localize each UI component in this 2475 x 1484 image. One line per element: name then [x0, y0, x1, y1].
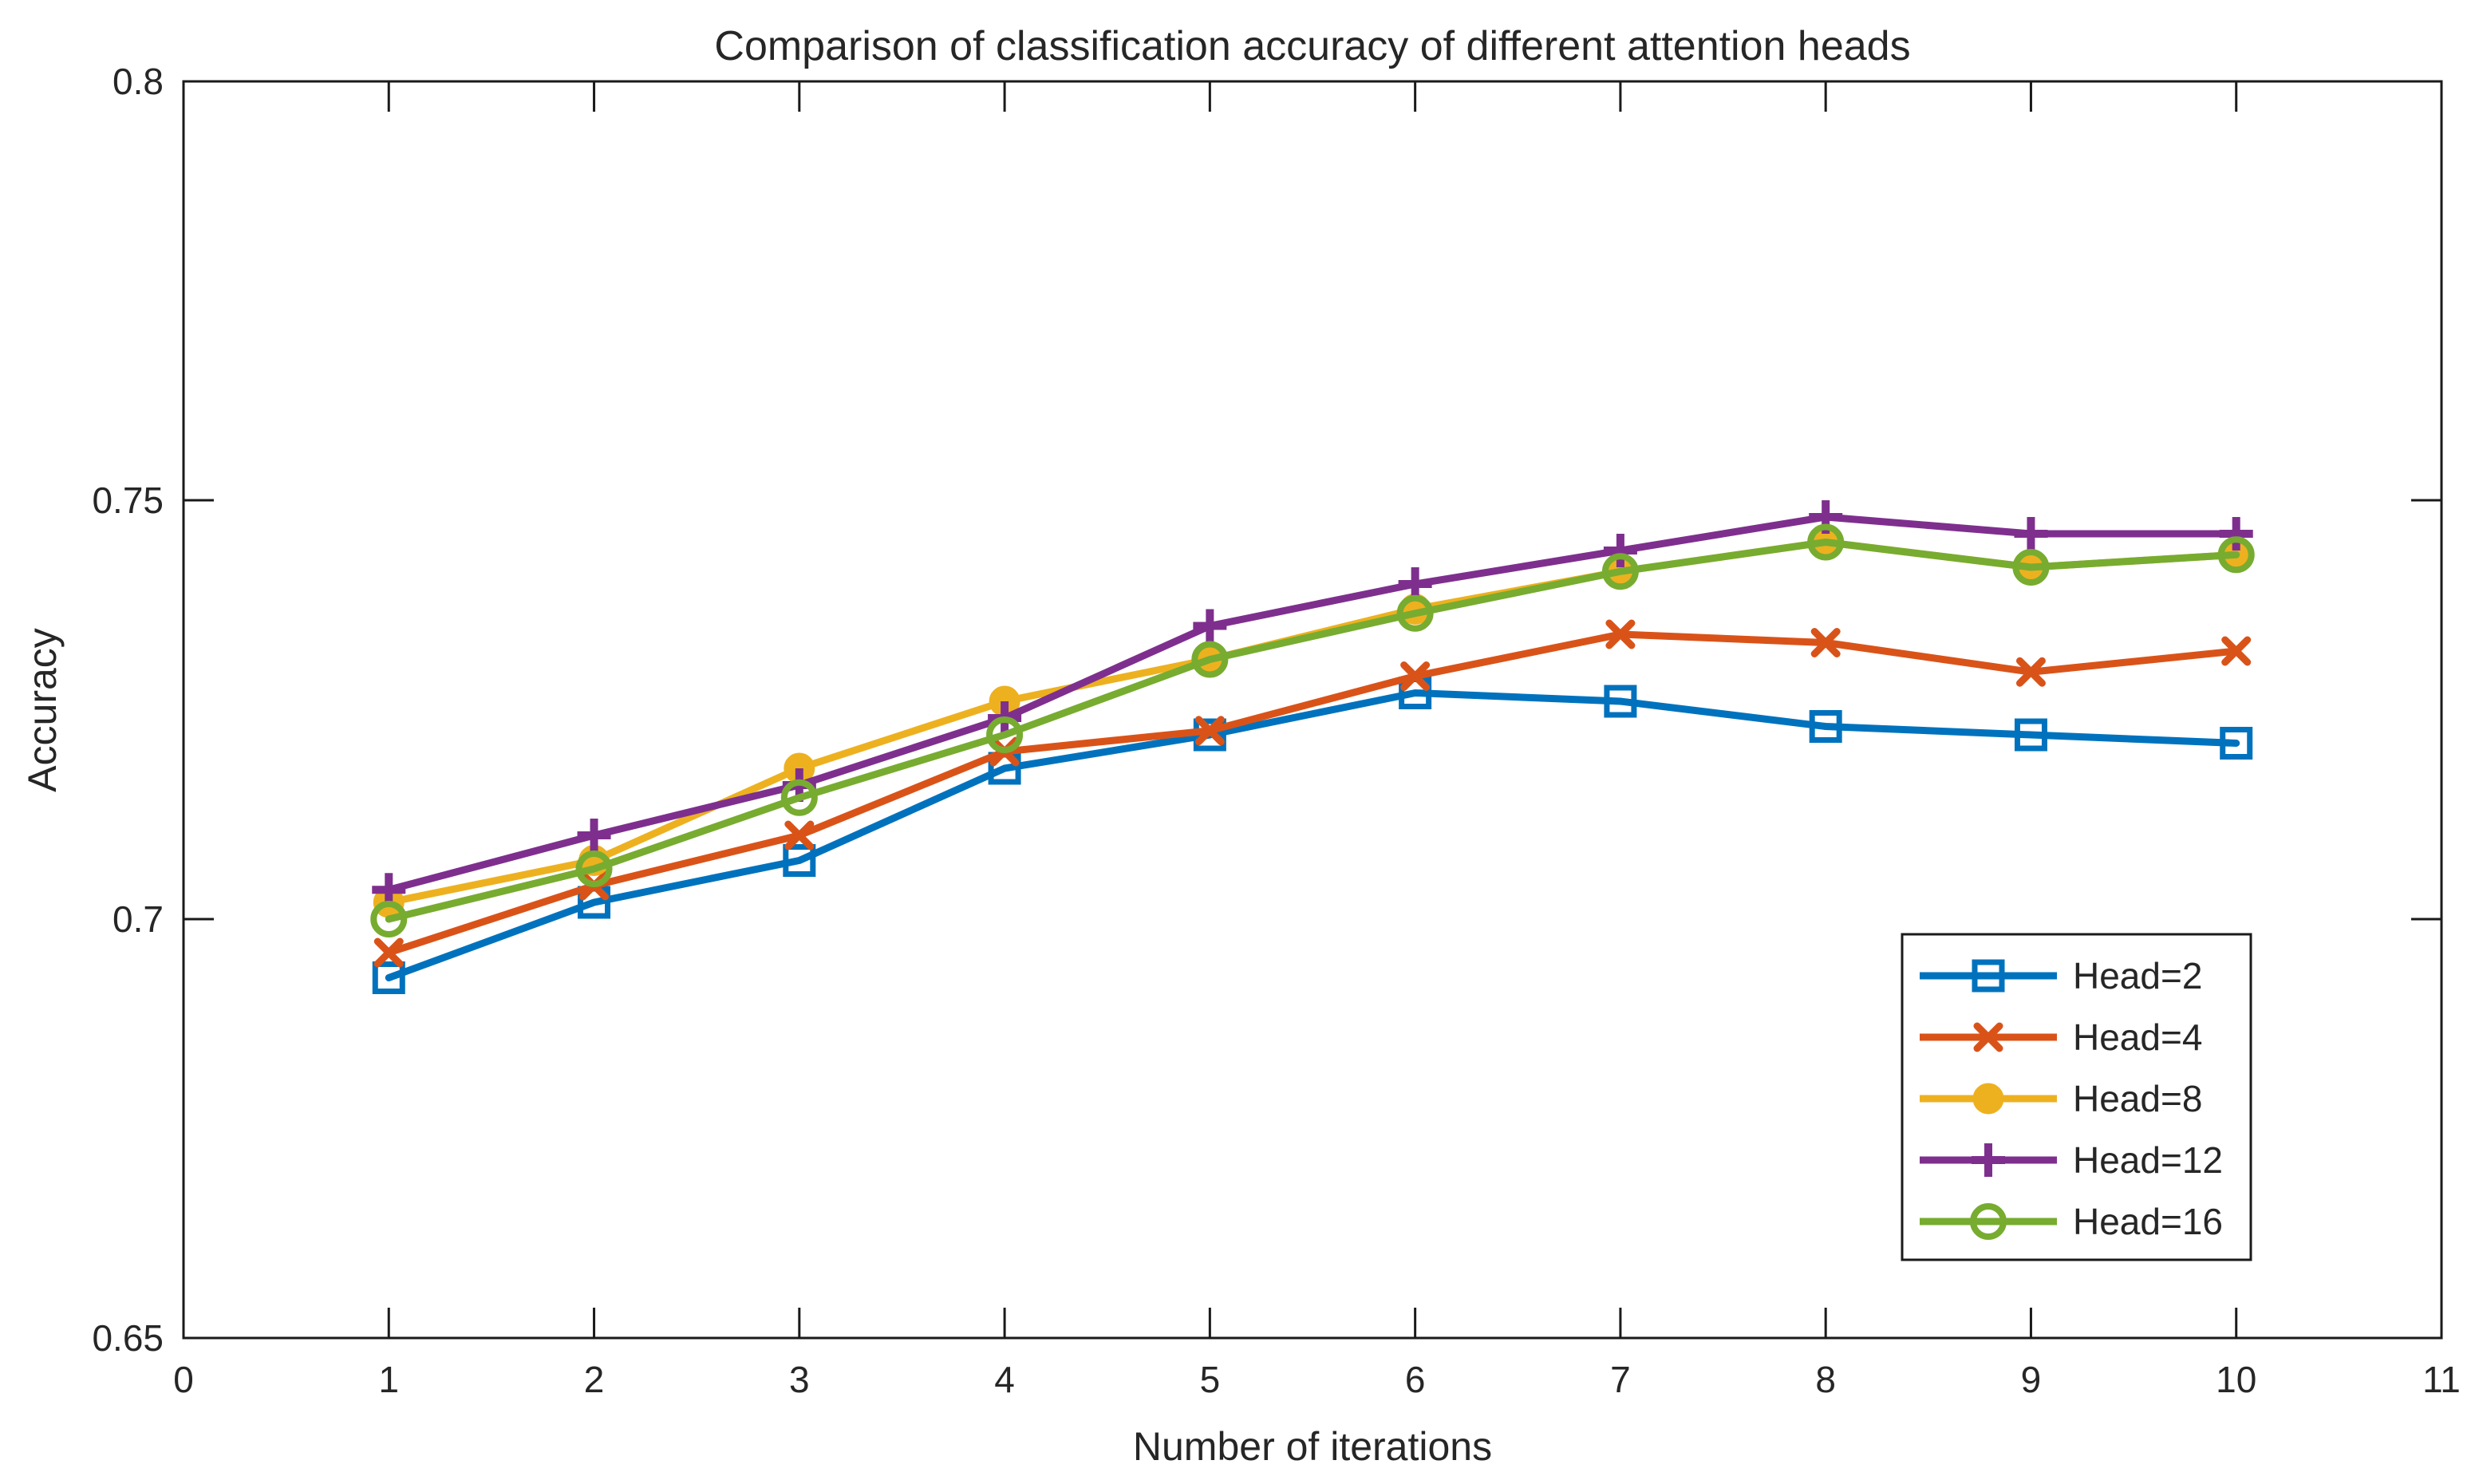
series-head-8 — [373, 527, 2252, 918]
y-tick-label: 0.75 — [92, 480, 164, 521]
data-point-marker — [2220, 727, 2253, 760]
data-point-marker — [1807, 523, 1845, 561]
data-point-marker — [1191, 641, 1229, 678]
data-point-marker — [1972, 959, 2005, 993]
legend-item-head-4: Head=4 — [1920, 1016, 2202, 1058]
legend-item-label: Head=4 — [2073, 1016, 2202, 1058]
legend: Head=2 Head=4 Head=8 Head=12 Head=16 — [1901, 933, 2252, 1261]
x-tick-label: 7 — [1610, 1359, 1631, 1400]
series-head-2 — [372, 677, 2253, 994]
data-point-marker — [2221, 636, 2252, 666]
x-tick-label: 5 — [1200, 1359, 1221, 1400]
series-layer — [370, 500, 2255, 994]
x-tick-label: 3 — [789, 1359, 810, 1400]
data-point-marker — [1604, 685, 1637, 718]
x-tick-label: 6 — [1405, 1359, 1426, 1400]
data-point-marker — [2014, 718, 2047, 752]
legend-item-head-2: Head=2 — [1920, 955, 2202, 997]
y-tick-label: 0.7 — [112, 898, 164, 940]
data-point-marker — [1601, 553, 1639, 590]
legend-item-label: Head=2 — [2073, 955, 2202, 997]
data-point-marker — [1973, 1022, 2003, 1052]
data-point-marker — [373, 937, 404, 968]
x-tick-label: 0 — [173, 1359, 194, 1400]
data-point-marker — [577, 819, 611, 852]
x-tick-label: 9 — [2021, 1359, 2042, 1400]
plot-area: 0 1 2 3 4 5 6 7 8 9 10 11 0.65 0.7 0.75 0.8 — [92, 61, 2460, 1400]
legend-item-head-8: Head=8 — [1920, 1078, 2202, 1119]
data-point-marker — [2014, 517, 2048, 551]
y-tick-label: 0.8 — [112, 61, 164, 102]
legend-item-head-12: Head=12 — [1920, 1139, 2223, 1181]
data-point-marker — [2219, 517, 2253, 551]
chart-title: Comparison of classification accuracy of… — [714, 23, 1910, 69]
axes-box — [182, 80, 2443, 1340]
series-head-16 — [370, 523, 2255, 937]
legend-item-label: Head=8 — [2073, 1078, 2202, 1119]
data-point-marker — [2012, 549, 2050, 586]
data-point-marker — [1972, 1143, 2005, 1177]
series-line — [385, 630, 2240, 957]
data-point-marker — [1603, 534, 1637, 567]
y-axis-label: Accuracy — [20, 628, 65, 792]
data-point-marker — [2217, 536, 2255, 574]
data-point-marker — [1972, 1083, 2004, 1115]
legend-item-head-16: Head=16 — [1920, 1201, 2223, 1242]
x-tick-label: 8 — [1815, 1359, 1836, 1400]
data-point-marker — [1193, 609, 1227, 643]
x-tick-label: 4 — [994, 1359, 1015, 1400]
x-tick-label: 10 — [2216, 1359, 2256, 1400]
data-point-marker — [1194, 716, 1225, 746]
series-line — [385, 513, 2240, 894]
data-point-marker — [1970, 1203, 2007, 1240]
series-line — [385, 539, 2240, 923]
legend-item-label: Head=16 — [2073, 1201, 2223, 1242]
x-tick-label: 2 — [584, 1359, 605, 1400]
data-point-marker — [372, 961, 405, 994]
data-point-marker — [1396, 594, 1434, 632]
data-point-marker — [783, 844, 816, 877]
data-point-marker — [2015, 657, 2046, 687]
data-point-marker — [986, 716, 1024, 753]
y-tick-label: 0.65 — [92, 1317, 164, 1359]
data-point-marker — [780, 779, 818, 816]
series-head-4 — [373, 619, 2252, 968]
series-line — [385, 539, 2240, 906]
data-point-marker — [784, 820, 815, 851]
data-point-marker — [1605, 619, 1636, 649]
data-point-marker — [1400, 661, 1431, 691]
series-line — [385, 689, 2240, 981]
x-tick-label: 11 — [2422, 1359, 2461, 1400]
legend-item-label: Head=12 — [2073, 1139, 2223, 1181]
data-point-marker — [575, 851, 613, 887]
data-point-marker — [370, 901, 408, 937]
x-axis-label: Number of iterations — [1133, 1424, 1492, 1469]
data-point-marker — [1809, 710, 1842, 743]
x-tick-label: 1 — [378, 1359, 399, 1400]
data-point-marker — [1810, 628, 1841, 657]
